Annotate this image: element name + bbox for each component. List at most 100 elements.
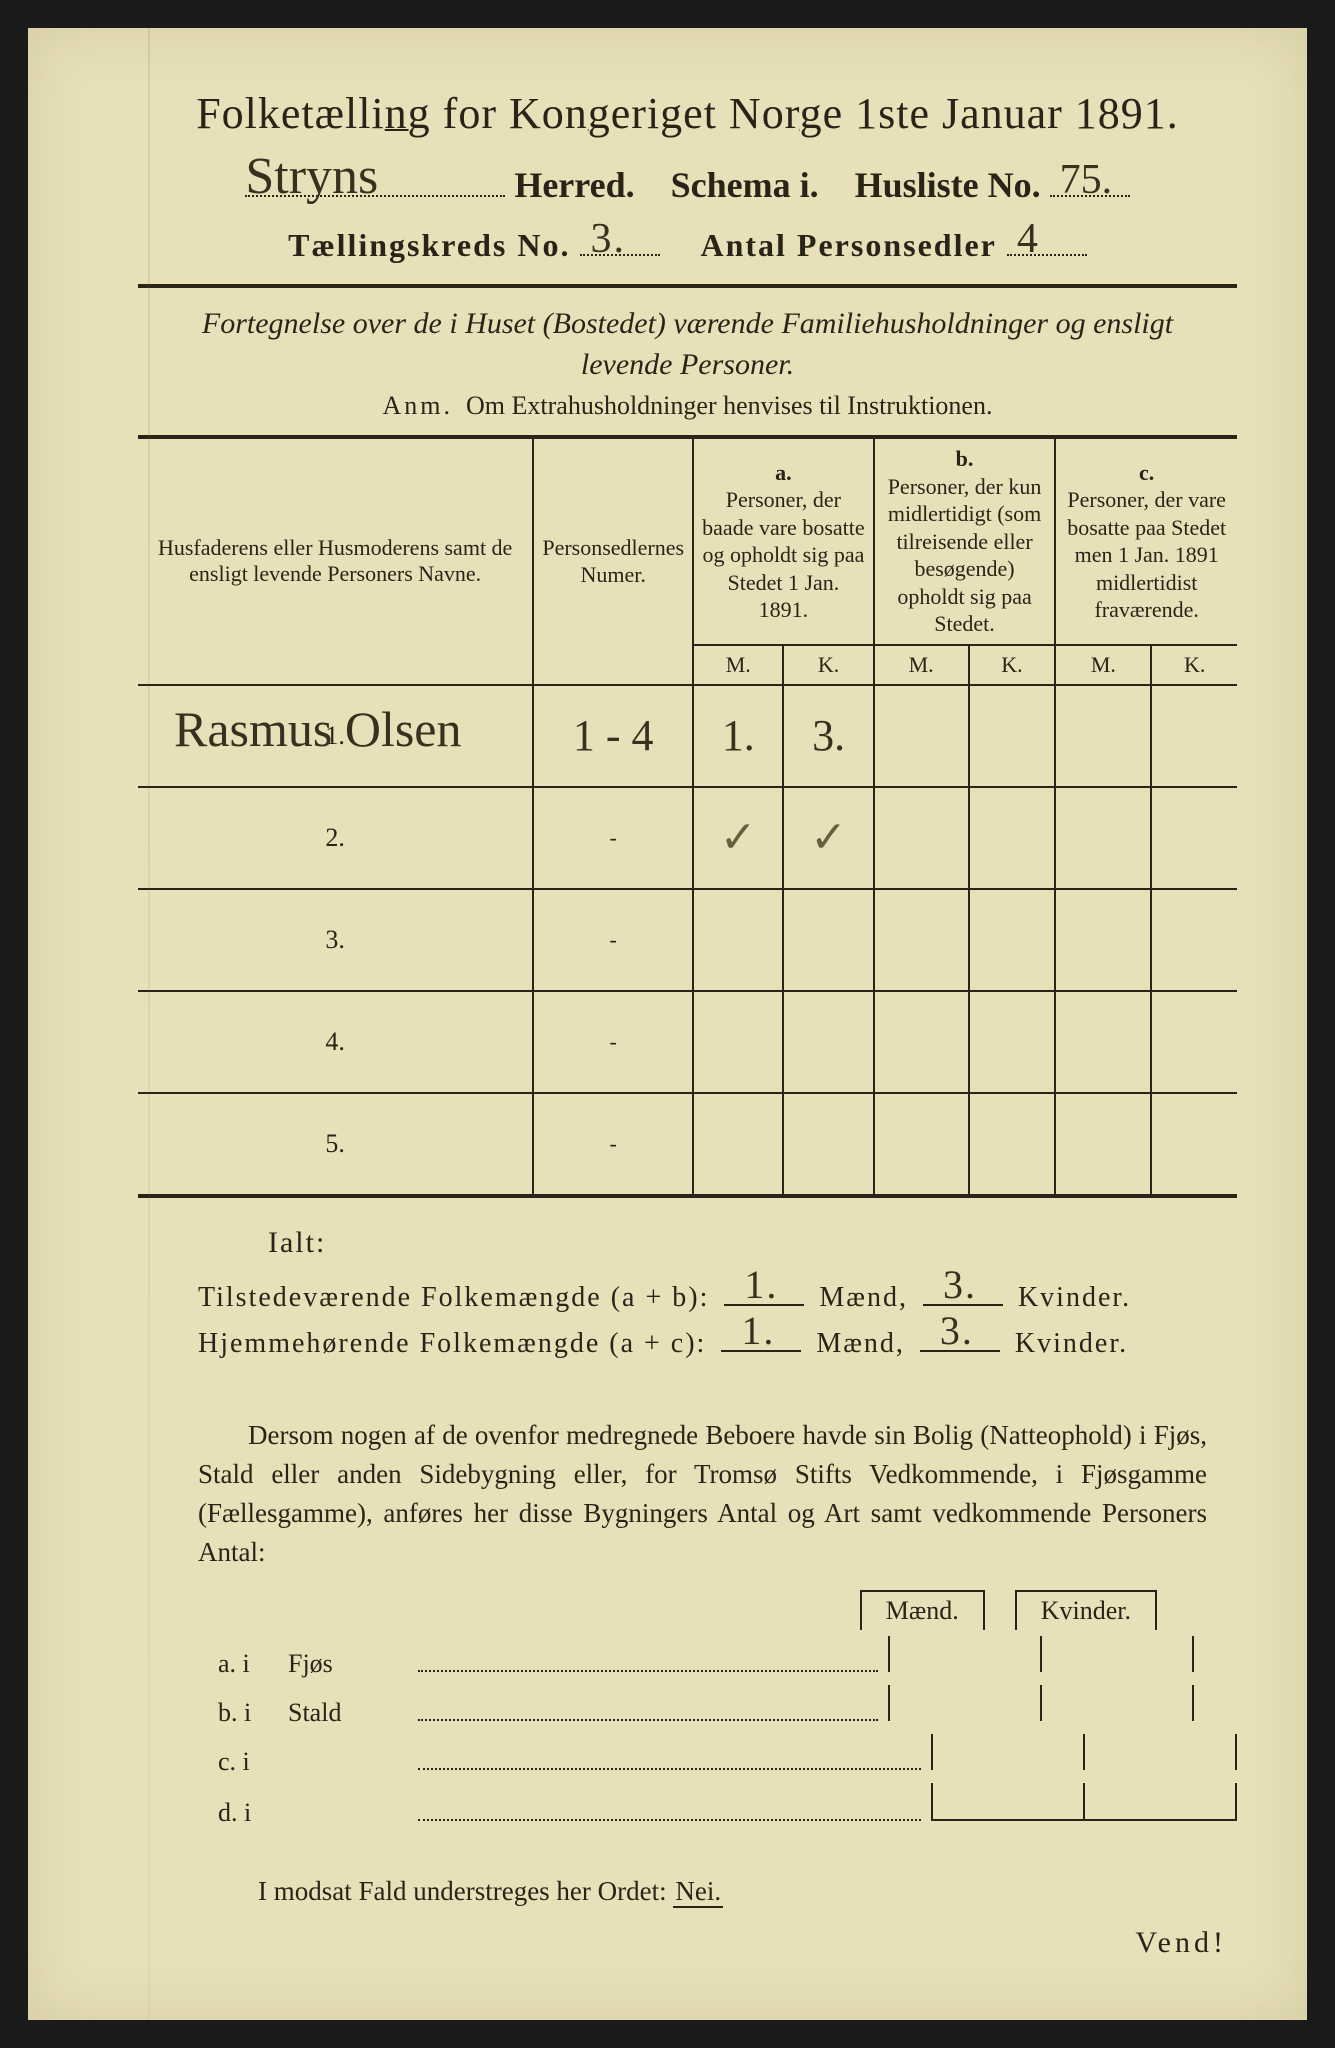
sum1-m-field: 1.: [724, 1274, 804, 1306]
divider-3: [138, 1194, 1237, 1198]
paragraph: Dersom nogen af de ovenfor medregnede Be…: [198, 1416, 1207, 1573]
cell-bk: [969, 685, 1056, 787]
table-row: 5. -: [138, 1093, 1237, 1194]
c-m: M.: [1055, 645, 1151, 685]
byg-c-m: [931, 1734, 1083, 1770]
nei-word: Nei.: [673, 1876, 723, 1908]
cell-am: ✓: [720, 813, 757, 862]
cell-num: -: [533, 889, 693, 991]
byg-d-m: [931, 1783, 1083, 1821]
husliste-field: 75.: [1050, 165, 1130, 197]
byg-a-label: a. i: [218, 1649, 288, 1679]
sum-line-2: Hjemmehørende Folkemængde (a + c): 1. Mæ…: [198, 1320, 1237, 1360]
c-k: K.: [1151, 645, 1237, 685]
byg-row-b: b. i Stald: [218, 1685, 1237, 1728]
row-num: 4.: [325, 1027, 345, 1056]
maend-label: Mænd,: [819, 1282, 908, 1313]
mk-header: Mænd. Kvinder.: [138, 1590, 1157, 1630]
sum-line-1: Tilstedeværende Folkemængde (a + b): 1. …: [198, 1274, 1237, 1314]
a-text: Personer, der baade vare bosatte og opho…: [702, 487, 864, 622]
table-row: 1. Rasmus Olsen 1 - 4 1. 3.: [138, 685, 1237, 787]
header-line3: Tællingskreds No. 3. Antal Personsedler …: [138, 224, 1237, 264]
row-num: 2.: [325, 823, 345, 852]
col1-header: Husfaderens eller Husmoderens samt de en…: [158, 535, 512, 586]
name-handwritten: Rasmus Olsen: [174, 700, 462, 758]
dotted-line: [418, 1750, 921, 1770]
nei-line: I modsat Fald understreges her Ordet: Ne…: [258, 1876, 1237, 1907]
b-k: K.: [969, 645, 1056, 685]
cell-ak: 3.: [812, 711, 845, 760]
cell-cm: [1055, 685, 1151, 787]
sum2-k-field: 3.: [920, 1320, 1000, 1352]
husliste-label: Husliste No.: [855, 165, 1041, 205]
byg-a-k: [1040, 1636, 1194, 1672]
kvinder-label: Kvinder.: [1018, 1282, 1131, 1313]
byg-b-m: [888, 1685, 1040, 1721]
main-table: Husfaderens eller Husmoderens samt de en…: [138, 439, 1237, 1194]
main-title: Folketælling for Kongeriget Norge 1ste J…: [138, 88, 1237, 139]
fortegnelse-text: Fortegnelse over de i Huset (Bostedet) v…: [198, 304, 1177, 385]
byg-a-m: [888, 1636, 1040, 1672]
byg-b-label: b. i: [218, 1698, 288, 1728]
byg-row-a: a. i Fjøs: [218, 1636, 1237, 1679]
kreds-handwritten: 3.: [590, 218, 626, 260]
byg-d-k: [1083, 1783, 1237, 1821]
page-wrap: Folketælling for Kongeriget Norge 1ste J…: [0, 0, 1335, 2048]
a-k: K.: [783, 645, 873, 685]
kreds-field: 3.: [580, 224, 660, 256]
cell-ak: ✓: [810, 813, 847, 862]
cell-bm: [874, 685, 969, 787]
ialt-label: Ialt:: [268, 1226, 1237, 1260]
table-row: 3. -: [138, 889, 1237, 991]
census-form: Folketælling for Kongeriget Norge 1ste J…: [28, 28, 1307, 2020]
byg-a-what: Fjøs: [288, 1649, 418, 1679]
cell-num: 1 - 4: [573, 711, 654, 760]
row-num: 3.: [325, 925, 345, 954]
c-text: Personer, der vare bosatte paa Stedet me…: [1067, 487, 1226, 622]
cell-am: 1.: [722, 711, 755, 760]
maend-col: Mænd.: [860, 1590, 985, 1630]
cell-num: -: [533, 787, 693, 889]
row-num: 5.: [325, 1129, 345, 1158]
byg-d-label: d. i: [218, 1798, 288, 1828]
herred-label: Herred.: [514, 165, 634, 205]
a-label: a.: [775, 460, 792, 485]
antal-handwritten: 4: [1017, 218, 1040, 260]
cell-num: -: [533, 1093, 693, 1194]
dotted-line: [418, 1701, 878, 1721]
maend-label2: Mænd,: [816, 1328, 905, 1359]
anm-line: Anm. Om Extrahusholdninger henvises til …: [138, 391, 1237, 421]
sum1-m: 1.: [744, 1261, 778, 1308]
kreds-label: Tællingskreds No.: [288, 227, 570, 263]
antal-label: Antal Personsedler: [700, 227, 996, 263]
byg-row-d: d. i: [218, 1783, 1237, 1828]
husliste-handwritten: 75.: [1060, 159, 1113, 201]
byg-b-k: [1040, 1685, 1194, 1721]
anm-label: Anm.: [383, 391, 454, 420]
sum2-m: 1.: [741, 1307, 775, 1354]
c-label: c.: [1139, 460, 1154, 485]
herred-handwritten: Stryns: [245, 151, 378, 203]
cell-num: -: [533, 991, 693, 1093]
dotted-line: [418, 1652, 878, 1672]
sum1-k-field: 3.: [923, 1274, 1003, 1306]
sum2-k: 3.: [940, 1307, 974, 1354]
b-text: Personer, der kun midlertidigt (som tilr…: [888, 474, 1042, 637]
header-line2: Stryns Herred. Schema i. Husliste No. 75…: [138, 161, 1237, 206]
schema-num: i.: [800, 165, 819, 205]
schema-label: Schema: [671, 165, 791, 205]
sum1-label: Tilstedeværende Folkemængde (a + b):: [198, 1282, 709, 1313]
table-row: 4. -: [138, 991, 1237, 1093]
byg-b-what: Stald: [288, 1698, 418, 1728]
anm-text: Om Extrahusholdninger henvises til Instr…: [466, 391, 992, 420]
byg-c-label: c. i: [218, 1747, 288, 1777]
divider-1: [138, 284, 1237, 288]
col2-header: Personsedlernes Numer.: [533, 439, 693, 685]
herred-field: Stryns: [245, 161, 505, 197]
byg-row-c: c. i: [218, 1734, 1237, 1777]
sum2-label: Hjemmehørende Folkemængde (a + c):: [198, 1328, 706, 1359]
a-m: M.: [693, 645, 783, 685]
cell-ck: [1151, 685, 1237, 787]
nei-pre: I modsat Fald understreges her Ordet:: [258, 1876, 673, 1906]
b-m: M.: [874, 645, 969, 685]
